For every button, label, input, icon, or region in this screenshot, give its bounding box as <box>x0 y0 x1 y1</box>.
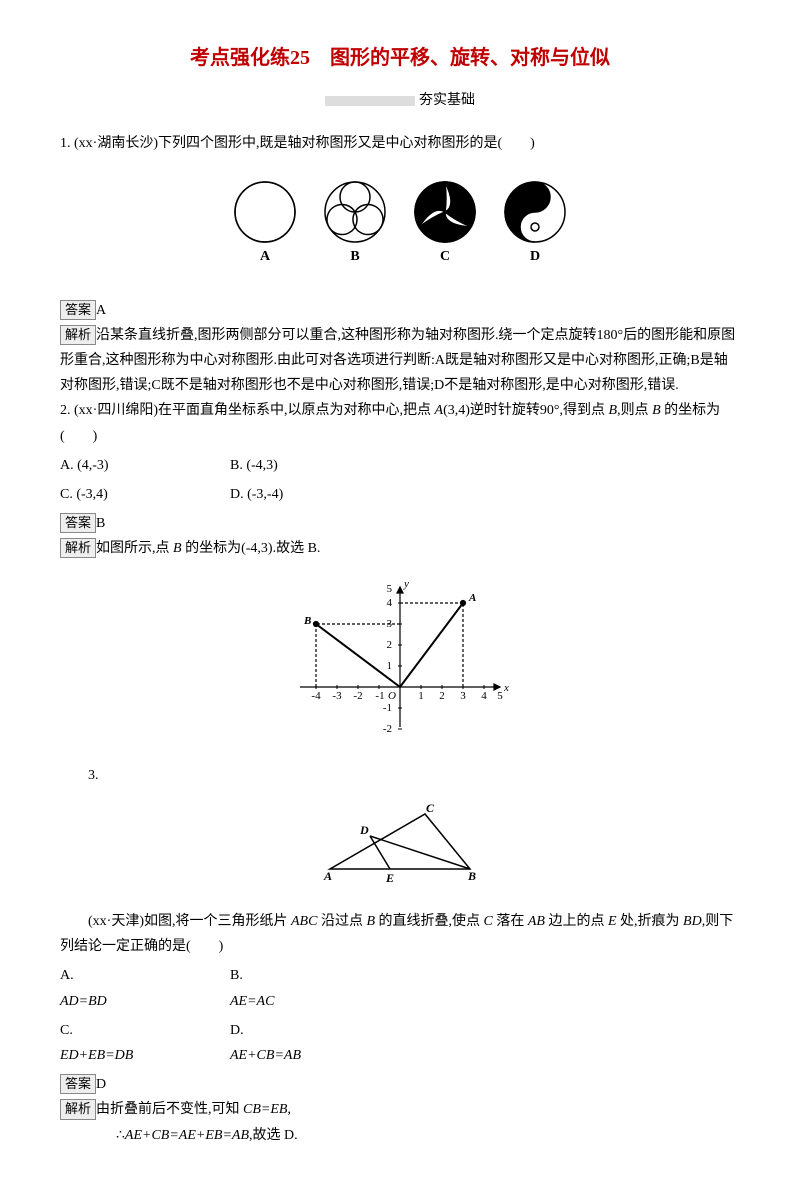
svg-text:1: 1 <box>418 690 424 702</box>
svg-text:E: E <box>385 871 394 884</box>
svg-text:-1: -1 <box>375 690 384 702</box>
q3-figure: A B C D E <box>60 804 740 893</box>
question-1: 1. (xx·湖南长沙)下列四个图形中,既是轴对称图形又是中心对称图形的是( ) <box>60 131 740 156</box>
svg-text:-3: -3 <box>332 690 342 702</box>
page-title: 考点强化练25 图形的平移、旋转、对称与位似 <box>60 40 740 76</box>
svg-text:-2: -2 <box>383 723 392 735</box>
svg-text:B: B <box>467 869 476 883</box>
svg-text:-2: -2 <box>353 690 362 702</box>
q2-figure: x y -4 -3 -2 -1 O 1 2 3 4 5 1 2 3 4 5 -1… <box>60 577 740 746</box>
question-3-num: 3. <box>60 763 740 788</box>
svg-text:3: 3 <box>460 690 466 702</box>
svg-text:A: A <box>323 869 332 883</box>
svg-text:2: 2 <box>439 690 445 702</box>
q1-label-c: C <box>440 249 450 264</box>
q3-explanation-2: ∴AE+CB=AE+EB=AB,故选 D. <box>60 1123 740 1148</box>
svg-text:C: C <box>426 804 435 815</box>
svg-text:5: 5 <box>387 583 393 595</box>
svg-text:O: O <box>388 690 396 702</box>
svg-text:4: 4 <box>481 690 487 702</box>
q3-options: A. AD=BDB. AE=AC <box>60 963 740 1013</box>
q2-options-2: C. (-3,4)D. (-3,-4) <box>60 482 740 507</box>
svg-text:2: 2 <box>387 639 393 651</box>
svg-text:-4: -4 <box>311 690 321 702</box>
q2-options: A. (4,-3)B. (-4,3) <box>60 453 740 478</box>
svg-text:x: x <box>503 682 509 694</box>
q1-explanation: 解析沿某条直线折叠,图形两侧部分可以重合,这种图形称为轴对称图形.绕一个定点旋转… <box>60 323 740 399</box>
svg-text:y: y <box>403 578 409 590</box>
svg-text:-1: -1 <box>383 702 392 714</box>
q2-answer: 答案B <box>60 511 740 536</box>
q2-explanation: 解析如图所示,点 B 的坐标为(-4,3).故选 B. <box>60 536 740 561</box>
svg-text:B: B <box>303 615 311 627</box>
question-2: 2. (xx·四川绵阳)在平面直角坐标系中,以原点为对称中心,把点 A(3,4)… <box>60 398 740 448</box>
section-subtitle: 夯实基础 <box>60 88 740 113</box>
svg-text:4: 4 <box>387 597 393 609</box>
svg-text:A: A <box>468 592 476 604</box>
svg-text:5: 5 <box>497 690 503 702</box>
q3-answer: 答案D <box>60 1072 740 1097</box>
q1-label-b: B <box>350 249 359 264</box>
q1-label-d: D <box>530 249 540 264</box>
q3-options-2: C. ED+EB=DBD. AE+CB=AB <box>60 1018 740 1068</box>
question-3-text: (xx·天津)如图,将一个三角形纸片 ABC 沿过点 B 的直线折叠,使点 C … <box>60 909 740 959</box>
q1-label-a: A <box>260 249 271 264</box>
svg-text:1: 1 <box>387 660 393 672</box>
q1-figures: A B C D <box>60 172 740 281</box>
q1-answer: 答案A <box>60 298 740 323</box>
q3-explanation-1: 解析由折叠前后不变性,可知 CB=EB, <box>60 1097 740 1122</box>
svg-text:D: D <box>359 823 369 837</box>
